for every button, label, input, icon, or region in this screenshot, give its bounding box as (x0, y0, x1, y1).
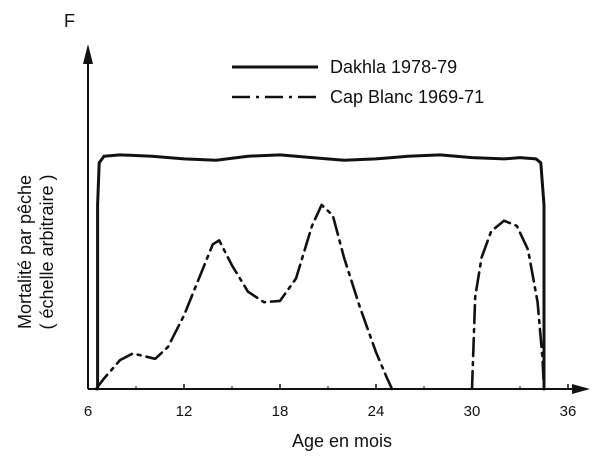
legend-label-dakhla: Dakhla 1978-79 (330, 57, 457, 77)
y-axis-label-line2: ( échelle arbitraire ) (37, 174, 57, 329)
x-tick-label-12: 12 (176, 403, 193, 420)
x-ticks: 6 12 18 24 30 36 (84, 384, 577, 420)
chart-legend: Dakhla 1978-79 Cap Blanc 1969-71 (232, 57, 484, 107)
x-axis-arrow (572, 384, 590, 394)
x-tick-label-24: 24 (368, 403, 385, 420)
y-axis-arrow (83, 44, 93, 64)
x-tick-label-18: 18 (272, 403, 289, 420)
chart-series (94, 153, 546, 391)
chart-axes (83, 44, 590, 394)
x-tick-label-30: 30 (464, 403, 481, 420)
series-0-segment-0 (96, 153, 546, 391)
series-1-segment-1 (470, 219, 546, 391)
y-axis-label-line1: Mortalité par pêche (15, 175, 35, 329)
y-axis-letter: F (64, 11, 75, 31)
legend-label-cap-blanc: Cap Blanc 1969-71 (330, 87, 484, 107)
x-tick-label-6: 6 (84, 403, 92, 420)
x-axis-label: Age en mois (292, 431, 392, 451)
x-tick-label-36: 36 (560, 403, 577, 420)
series-1-segment-0 (94, 203, 394, 391)
